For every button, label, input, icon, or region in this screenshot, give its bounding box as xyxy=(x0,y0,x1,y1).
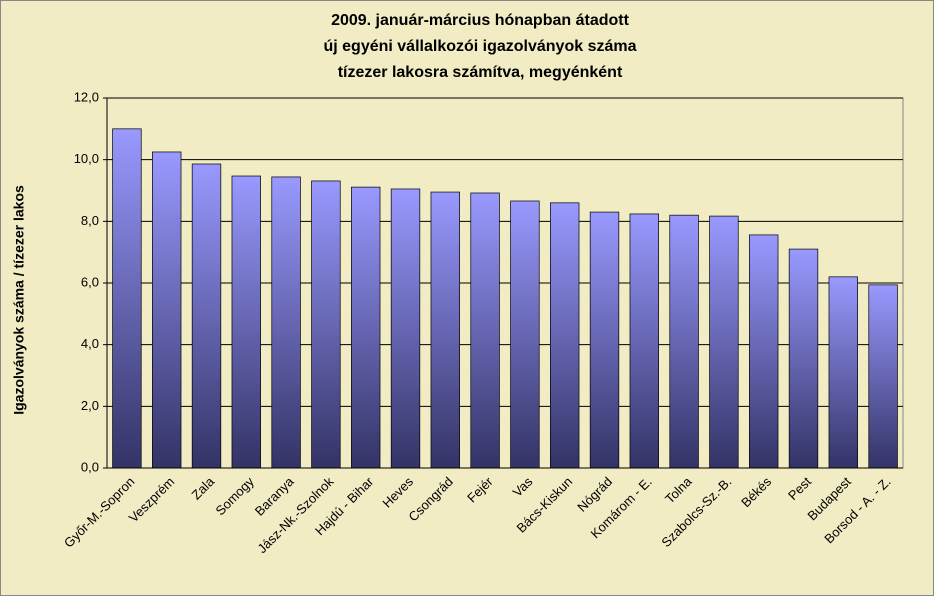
y-tick-label: 2,0 xyxy=(81,398,99,413)
bar xyxy=(470,192,500,469)
bar xyxy=(788,248,819,469)
bar xyxy=(629,213,659,469)
chart-title: új egyéni vállalkozói igazolványok száma xyxy=(323,38,636,55)
bar xyxy=(828,276,858,469)
bar xyxy=(311,180,341,469)
bar xyxy=(271,176,301,469)
bar xyxy=(589,211,620,469)
y-tick-label: 4,0 xyxy=(81,336,99,351)
y-tick-label: 6,0 xyxy=(81,274,99,289)
y-tick-label: 8,0 xyxy=(81,213,99,228)
bar xyxy=(749,234,779,469)
bar xyxy=(669,214,699,469)
bar xyxy=(351,186,381,469)
bar xyxy=(152,151,182,469)
bar xyxy=(550,202,580,469)
bar xyxy=(430,191,460,469)
bar xyxy=(231,175,261,469)
bar xyxy=(112,128,142,469)
y-axis-label: Igazolványok száma / tízezer lakos xyxy=(11,185,27,415)
chart-title: tízezer lakosra számítva, megyénként xyxy=(338,64,623,81)
bar xyxy=(510,200,540,469)
bar xyxy=(709,215,739,469)
y-tick-label: 0,0 xyxy=(81,459,99,474)
bar xyxy=(868,284,898,469)
y-tick-label: 12,0 xyxy=(74,89,99,104)
bar xyxy=(390,188,421,469)
chart-title: 2009. január-március hónapban átadott xyxy=(331,12,630,29)
y-tick-label: 10,0 xyxy=(74,151,99,166)
bar xyxy=(191,163,222,469)
